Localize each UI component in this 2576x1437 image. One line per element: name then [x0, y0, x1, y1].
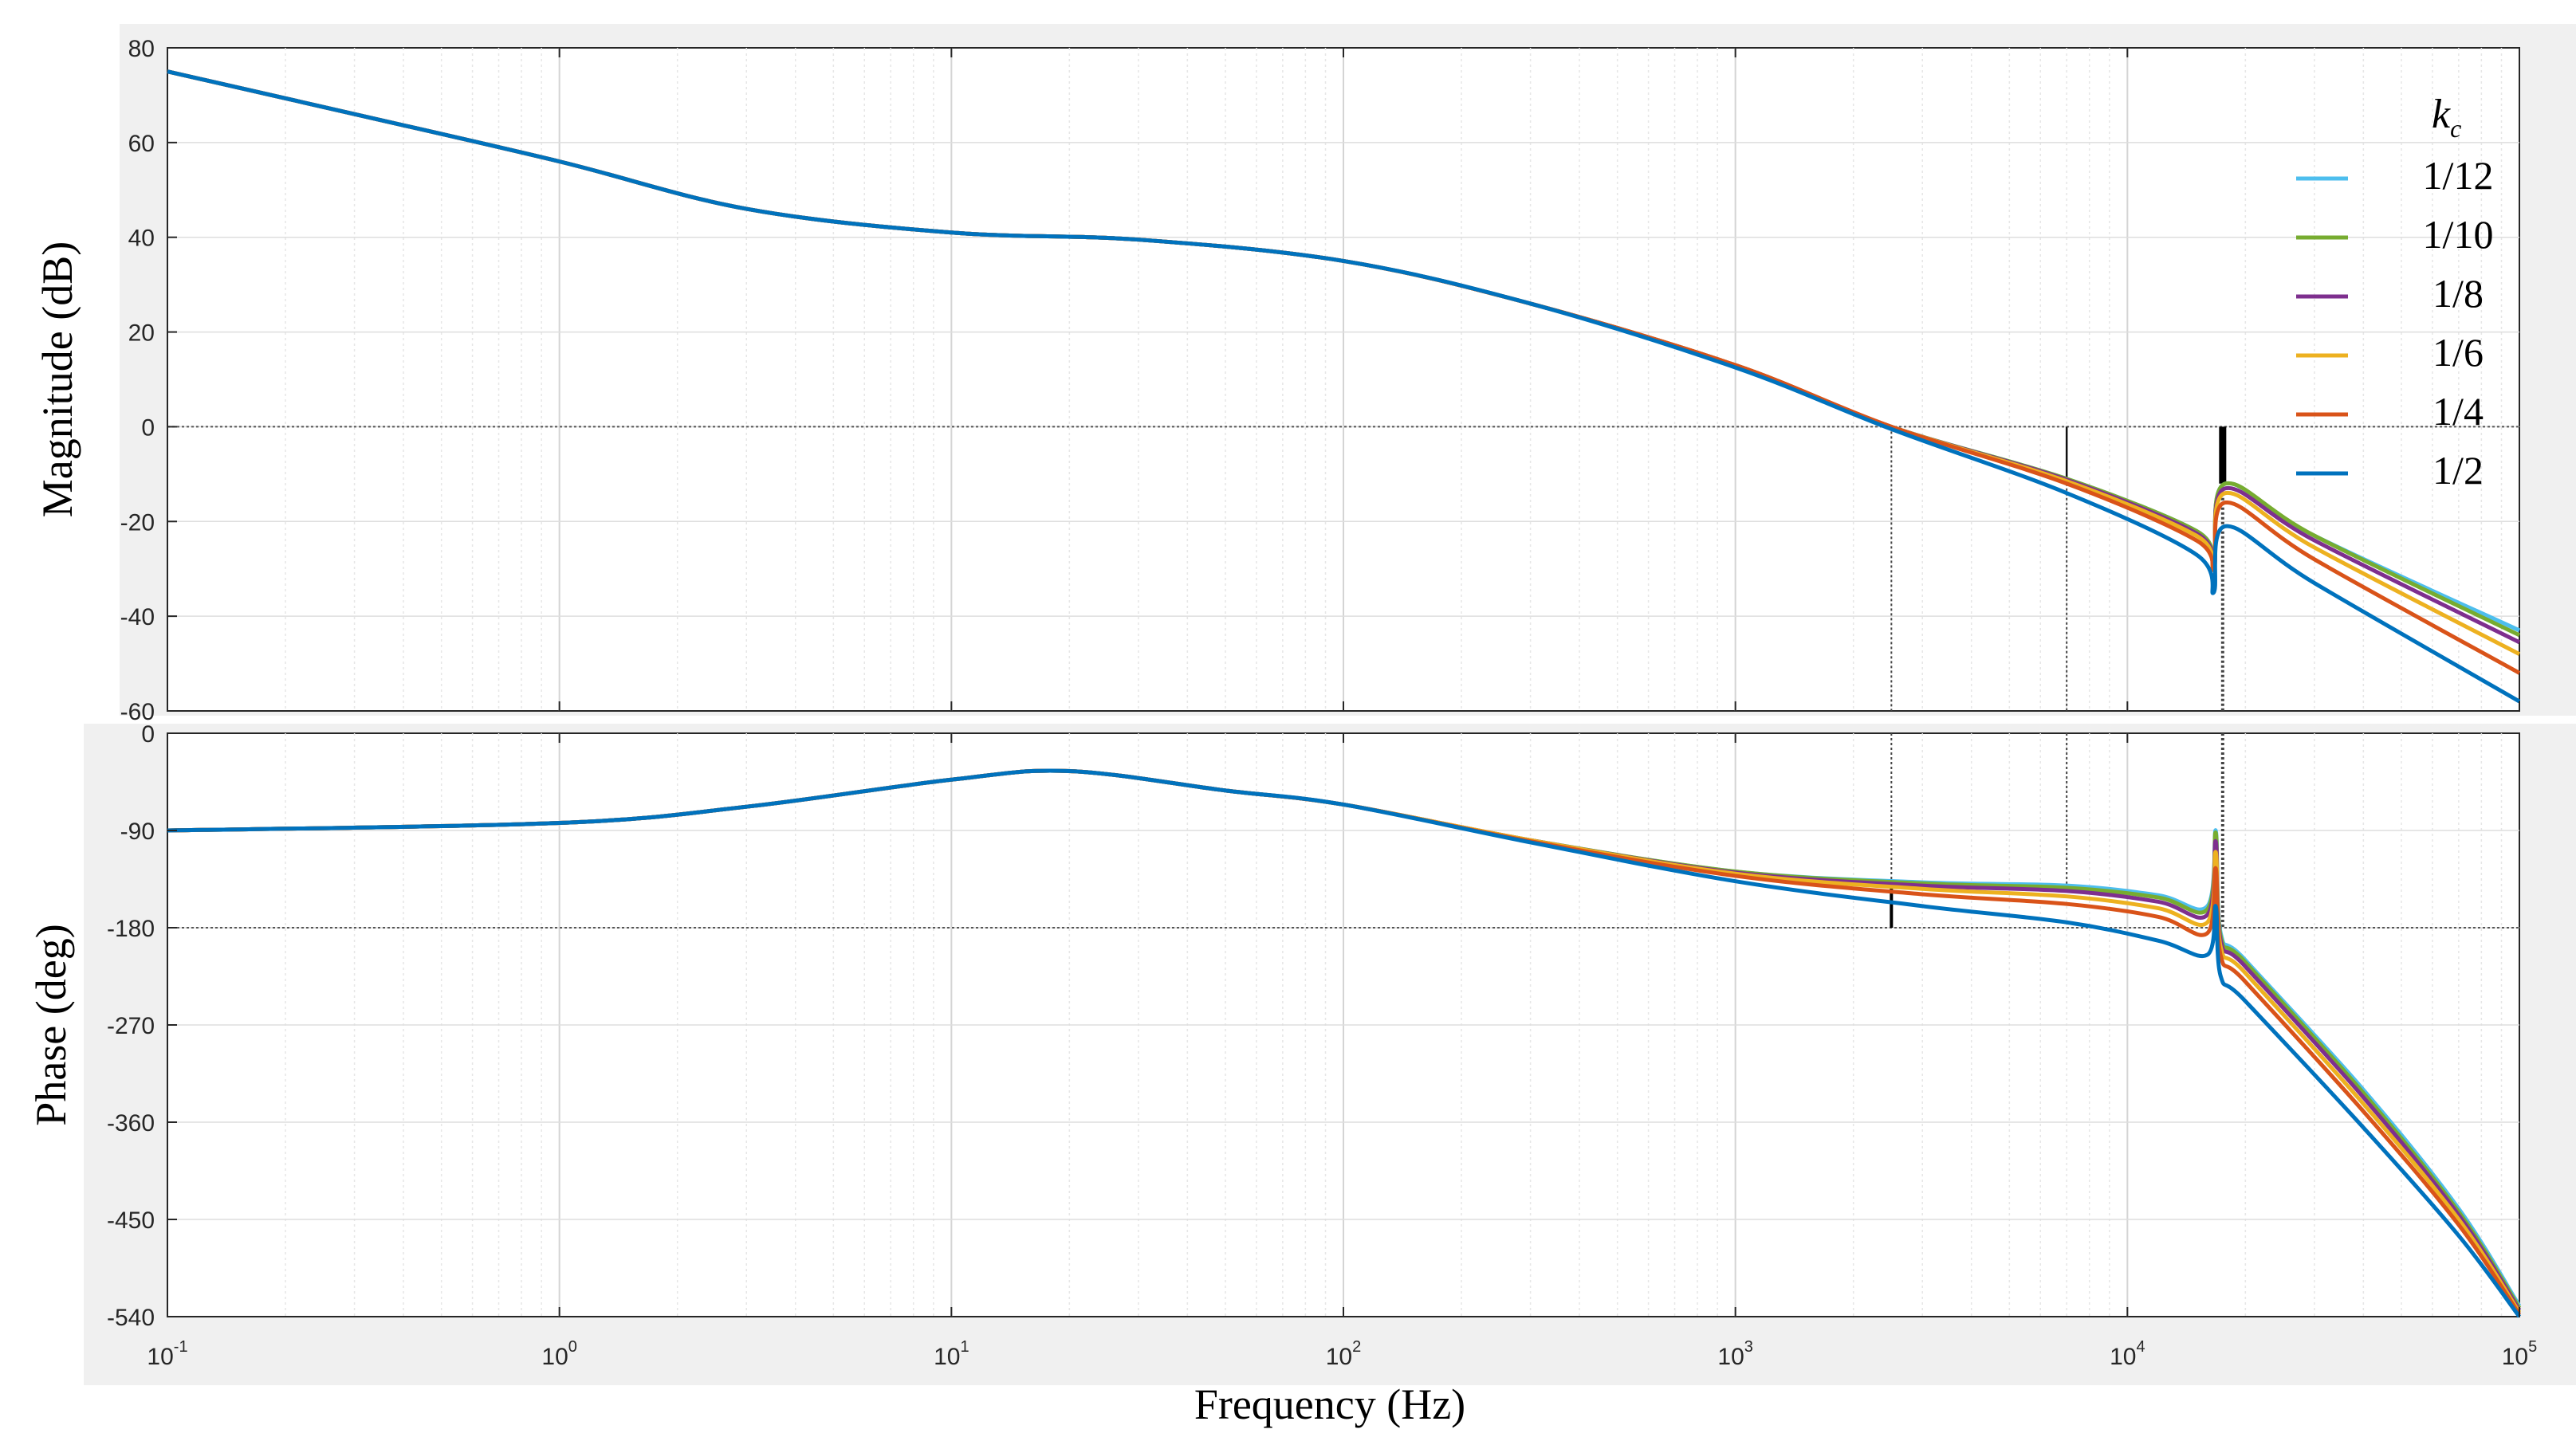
magnitude-subplot: 80 60 40 20 0 -20 -40 -60 Magnitude (dB)	[33, 36, 2521, 725]
phase-grid	[167, 733, 2519, 1317]
x-tick-base: 10	[541, 1344, 568, 1370]
x-tick-label: 10-1	[147, 1338, 187, 1370]
phase-subplot: 0 -90 -180 -270 -360 -450 -540 Phase (deg)	[27, 721, 2522, 1331]
x-tick-label: 105	[2502, 1338, 2538, 1370]
legend-label-1-2: 1/2	[2432, 448, 2484, 493]
legend: kc 1/12 1/10 1/8 1/6 1/4 1/2	[2296, 92, 2493, 493]
ph-ytick-label: -270	[107, 1013, 155, 1039]
x-tick-exponent: 3	[1744, 1338, 1753, 1356]
x-tick-label: 100	[541, 1338, 577, 1370]
mag-line-1-2	[167, 69, 2521, 704]
x-tick-label: 104	[2110, 1338, 2145, 1370]
magnitude-lines	[167, 69, 2521, 704]
magnitude-ylabel: Magnitude (dB)	[33, 241, 81, 517]
phase-y-ticks: 0 -90 -180 -270 -360 -450 -540	[107, 721, 177, 1331]
legend-label-1-12: 1/12	[2423, 153, 2494, 198]
mag-ytick-label: 20	[128, 320, 155, 347]
legend-title-base: k	[2432, 92, 2451, 137]
magnitude-y-ticks: 80 60 40 20 0 -20 -40 -60	[120, 36, 177, 725]
legend-label-1-6: 1/6	[2432, 330, 2484, 375]
ph-ytick-label: -360	[107, 1110, 155, 1137]
ph-ytick-label: -450	[107, 1207, 155, 1234]
ph-ytick-label: 0	[141, 721, 155, 748]
x-tick-exponent: 0	[568, 1338, 577, 1356]
x-axis-title: Frequency (Hz)	[1194, 1380, 1465, 1428]
x-tick-base: 10	[1717, 1344, 1744, 1370]
x-tick-label: 102	[1326, 1338, 1362, 1370]
x-tick-exponent: 1	[960, 1338, 969, 1356]
mag-ytick-label: 40	[128, 226, 155, 252]
ph-line-1-2	[167, 768, 2522, 1318]
phase-lines	[167, 768, 2522, 1318]
ph-ytick-label: -540	[107, 1305, 155, 1331]
legend-label-1-10: 1/10	[2423, 212, 2494, 257]
legend-label-1-4: 1/4	[2432, 389, 2484, 434]
x-tick-base: 10	[147, 1344, 173, 1370]
legend-title: kc	[2432, 92, 2461, 143]
x-tick-base: 10	[934, 1344, 960, 1370]
x-tick-exponent: -1	[174, 1338, 188, 1356]
mag-ytick-label: -40	[120, 604, 155, 630]
x-tick-exponent: 2	[1352, 1338, 1361, 1356]
x-tick-base: 10	[1326, 1344, 1352, 1370]
magnitude-grid	[167, 48, 2519, 711]
mag-ytick-label: 80	[128, 36, 155, 62]
x-tick-exponent: 4	[2136, 1338, 2145, 1356]
x-tick-base: 10	[2502, 1344, 2528, 1370]
legend-label-1-8: 1/8	[2432, 271, 2484, 316]
ph-ytick-label: -180	[107, 916, 155, 942]
x-tick-exponent: 5	[2528, 1338, 2537, 1356]
legend-title-sub: c	[2450, 114, 2461, 143]
mag-ytick-label: -20	[120, 509, 155, 536]
mag-ytick-label: 60	[128, 131, 155, 157]
mag-ytick-label: -60	[120, 699, 155, 725]
x-tick-base: 10	[2110, 1344, 2136, 1370]
x-tick-label: 101	[934, 1338, 969, 1370]
mag-ytick-label: 0	[141, 414, 155, 441]
ph-ytick-label: -90	[120, 819, 155, 845]
x-axis-ticks: 10-1 100 101 102 103 104 105	[147, 48, 2537, 1370]
x-tick-label: 103	[1717, 1338, 1753, 1370]
phase-ylabel: Phase (deg)	[27, 924, 75, 1125]
magnitude-markers	[167, 426, 2519, 711]
